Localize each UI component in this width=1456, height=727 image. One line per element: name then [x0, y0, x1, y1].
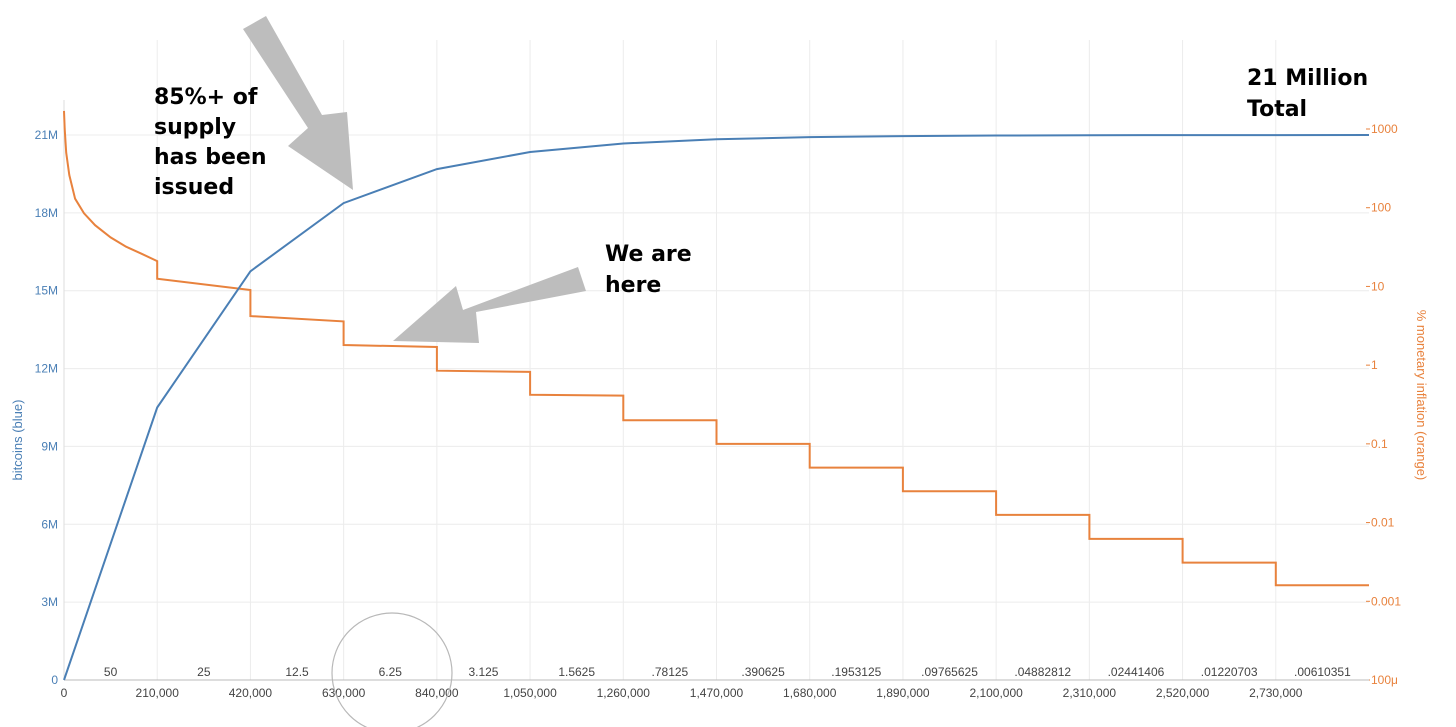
right-y-tick-label: 10 [1371, 279, 1385, 293]
x-tick-label: 2,520,000 [1156, 686, 1210, 700]
annotation-issued-line: has been [154, 145, 267, 170]
annotation-total: 21 Million Total [1247, 66, 1368, 122]
x-tick-label: 840,000 [415, 686, 459, 700]
left-axis-title: bitcoins (blue) [10, 400, 25, 481]
left-y-tick-label: 3M [41, 595, 58, 609]
annotation-total-line: 21 Million [1247, 66, 1368, 91]
grid [63, 40, 1369, 680]
annotation-issued: 85%+ of supply has been issued [154, 85, 267, 200]
x-tick-label: 630,000 [322, 686, 366, 700]
arrow-issued [243, 16, 353, 190]
left-y-tick-label: 9M [41, 439, 58, 453]
left-y-axis: 0 3M 6M 9M 12M 15M 18M 21M [35, 128, 59, 687]
x-tick-label: 1,050,000 [503, 686, 557, 700]
highlight-circle [331, 612, 453, 727]
block-reward-label: 1.5625 [558, 665, 595, 679]
x-tick-label: 1,680,000 [783, 686, 837, 700]
block-reward-label: 50 [104, 665, 118, 679]
left-y-tick-label: 21M [35, 128, 58, 142]
annotation-total-line: Total [1247, 97, 1307, 122]
block-reward-label: .78125 [652, 665, 689, 679]
block-reward-label: .00610351 [1294, 665, 1351, 679]
block-reward-label: .390625 [741, 665, 785, 679]
right-y-tick-label: 100 [1371, 201, 1391, 215]
block-reward-label: 25 [197, 665, 211, 679]
x-tick-label: 420,000 [229, 686, 273, 700]
x-axis: 0 210,000 420,000 630,000 840,000 1,050,000 1,… [61, 686, 1303, 700]
right-y-tick-label: 0.01 [1371, 516, 1395, 530]
annotation-issued-line: supply [154, 115, 236, 140]
x-tick-label: 210,000 [136, 686, 180, 700]
x-tick-label: 2,310,000 [1063, 686, 1117, 700]
x-tick-label: 1,470,000 [690, 686, 744, 700]
series [63, 110, 1370, 681]
x-tick-label: 2,100,000 [969, 686, 1023, 700]
block-reward-label: 6.25 [379, 665, 403, 679]
block-reward-label: .09765625 [921, 665, 978, 679]
supply-line [63, 134, 1370, 681]
block-reward-label: .01220703 [1201, 665, 1258, 679]
left-y-tick-label: 6M [41, 517, 58, 531]
block-reward-label: .04882812 [1014, 665, 1071, 679]
right-axis-title: % monetary inflation (orange) [1414, 310, 1429, 481]
block-reward-labels: 50 25 12.5 6.25 3.125 1.5625 .78125 .390625 .195… [104, 665, 1351, 679]
x-tick-label: 0 [61, 686, 68, 700]
x-tick-label: 1,890,000 [876, 686, 930, 700]
annotation-here-line: here [605, 273, 661, 298]
block-reward-label: 12.5 [285, 665, 309, 679]
right-y-tick-label: 0.1 [1371, 437, 1388, 451]
annotation-here-line: We are [605, 242, 692, 267]
block-reward-label: 3.125 [468, 665, 498, 679]
left-y-tick-label: 0 [51, 673, 58, 687]
annotation-issued-line: 85%+ of [154, 85, 258, 110]
right-y-tick-label: 0.001 [1371, 594, 1401, 608]
arrow-here [393, 267, 586, 343]
annotation-here: We are here [605, 242, 692, 298]
block-reward-label: .1953125 [831, 665, 881, 679]
right-y-axis: 100μ 0.001 0.01 0.1 1 10 100 1000 [1366, 122, 1401, 687]
x-tick-label: 2,730,000 [1249, 686, 1303, 700]
right-y-tick-label: 1 [1371, 358, 1378, 372]
left-y-tick-label: 15M [35, 284, 58, 298]
block-reward-label: .02441406 [1108, 665, 1165, 679]
left-y-tick-label: 12M [35, 362, 58, 376]
annotation-issued-line: issued [154, 175, 234, 200]
left-y-tick-label: 18M [35, 206, 58, 220]
right-y-tick-label: 100μ [1371, 673, 1398, 687]
right-y-tick-label: 1000 [1371, 122, 1398, 136]
x-tick-label: 1,260,000 [597, 686, 651, 700]
inflation-line [63, 110, 1369, 587]
